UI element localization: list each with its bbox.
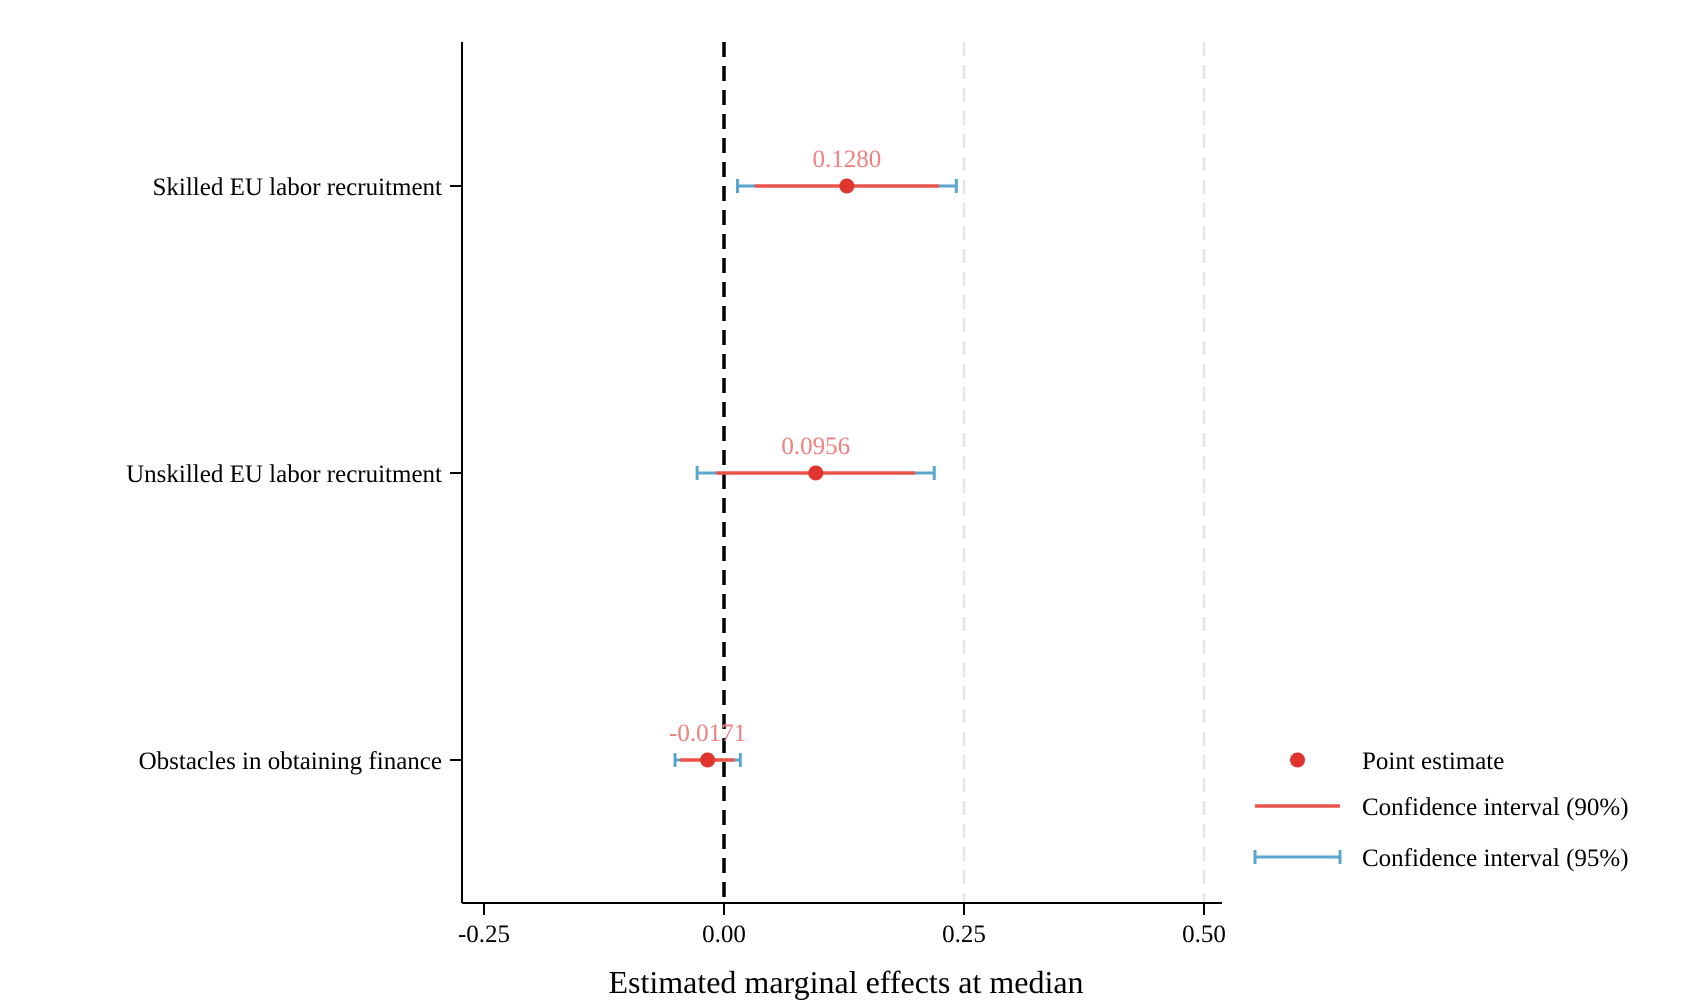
y-tick-label: Skilled EU labor recruitment: [152, 174, 442, 201]
x-axis-ticks: -0.25 0.00 0.25 0.50: [458, 903, 1226, 948]
data-labels: 0.1280 0.0956 -0.0171: [669, 146, 881, 747]
point-estimate: [839, 178, 855, 194]
legend-point-marker: [1290, 752, 1305, 768]
point-estimate: [700, 752, 716, 768]
legend: Point estimate Confidence interval (90%) C…: [1253, 748, 1629, 872]
x-tick-label: 0.50: [1182, 921, 1226, 948]
x-axis-title: Estimated marginal effects at median: [608, 964, 1083, 1000]
x-tick-label: 0.25: [942, 921, 986, 948]
data-label: 0.1280: [813, 146, 882, 173]
data-label: 0.0956: [781, 433, 850, 460]
legend-label: Point estimate: [1362, 748, 1504, 775]
y-axis-ticks: Skilled EU labor recruitment Unskilled EU…: [126, 174, 462, 775]
y-tick-label: Obstacles in obtaining finance: [139, 748, 442, 775]
x-tick-label: -0.25: [458, 921, 510, 948]
data-label: -0.0171: [669, 720, 746, 747]
plot-series: [673, 178, 958, 768]
y-tick-label: Unskilled EU labor recruitment: [126, 461, 442, 488]
legend-label: Confidence interval (90%): [1362, 794, 1629, 821]
grid-lines: [962, 42, 1206, 903]
point-estimate: [808, 465, 824, 481]
legend-label: Confidence interval (95%): [1362, 845, 1629, 872]
x-tick-label: 0.00: [702, 921, 746, 948]
